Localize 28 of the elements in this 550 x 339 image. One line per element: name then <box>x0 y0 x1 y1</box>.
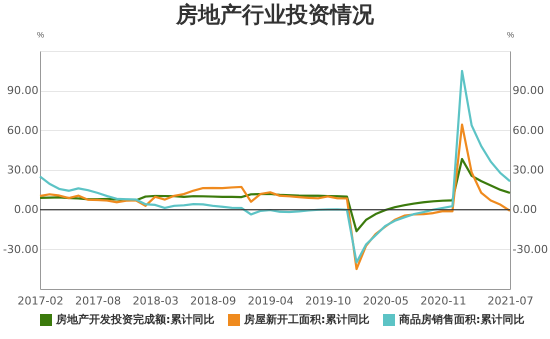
x-tick-label: 2017-02 <box>18 294 64 308</box>
y-axis-title: % <box>36 30 44 40</box>
y-tick-label: 30.00 <box>7 164 38 176</box>
line-series <box>38 70 512 264</box>
line-series <box>38 158 512 232</box>
x-tick-label: 2020-05 <box>362 294 409 308</box>
y2-tick-label: 60.00 <box>512 124 544 137</box>
y2-tick-label: 90.00 <box>512 84 544 98</box>
y2-tick-label: 30.00 <box>512 164 544 176</box>
y-tick-label: 90.00 <box>7 84 38 98</box>
x-tick-label: 2021-07 <box>488 294 534 308</box>
x-tick-label: 2020-11 <box>420 294 466 308</box>
y-tick-label: 60.00 <box>7 124 38 137</box>
legend-label: 房屋新开工面积:累计同比 <box>243 313 370 326</box>
chart-title: 房地产行业投资情况 <box>175 2 375 28</box>
y2-axis-title: % <box>506 30 514 40</box>
legend-label: 房地产开发投资完成额:累计同比 <box>55 313 214 326</box>
y2-tick-label: -30.00 <box>512 242 548 256</box>
x-tick-label: 2018-09 <box>190 294 236 308</box>
y2-tick-label: 0.00 <box>512 203 537 216</box>
y-tick-label: -30.00 <box>3 242 38 256</box>
legend-label: 商品房销售面积:累计同比 <box>398 313 524 326</box>
y-tick-label: 0.00 <box>14 203 38 216</box>
x-tick-label: 2019-10 <box>305 294 352 308</box>
line-series <box>38 124 512 270</box>
x-tick-label: 2017-08 <box>75 294 122 308</box>
x-tick-label: 2019-04 <box>248 294 294 308</box>
x-tick-label: 2018-03 <box>132 294 179 308</box>
